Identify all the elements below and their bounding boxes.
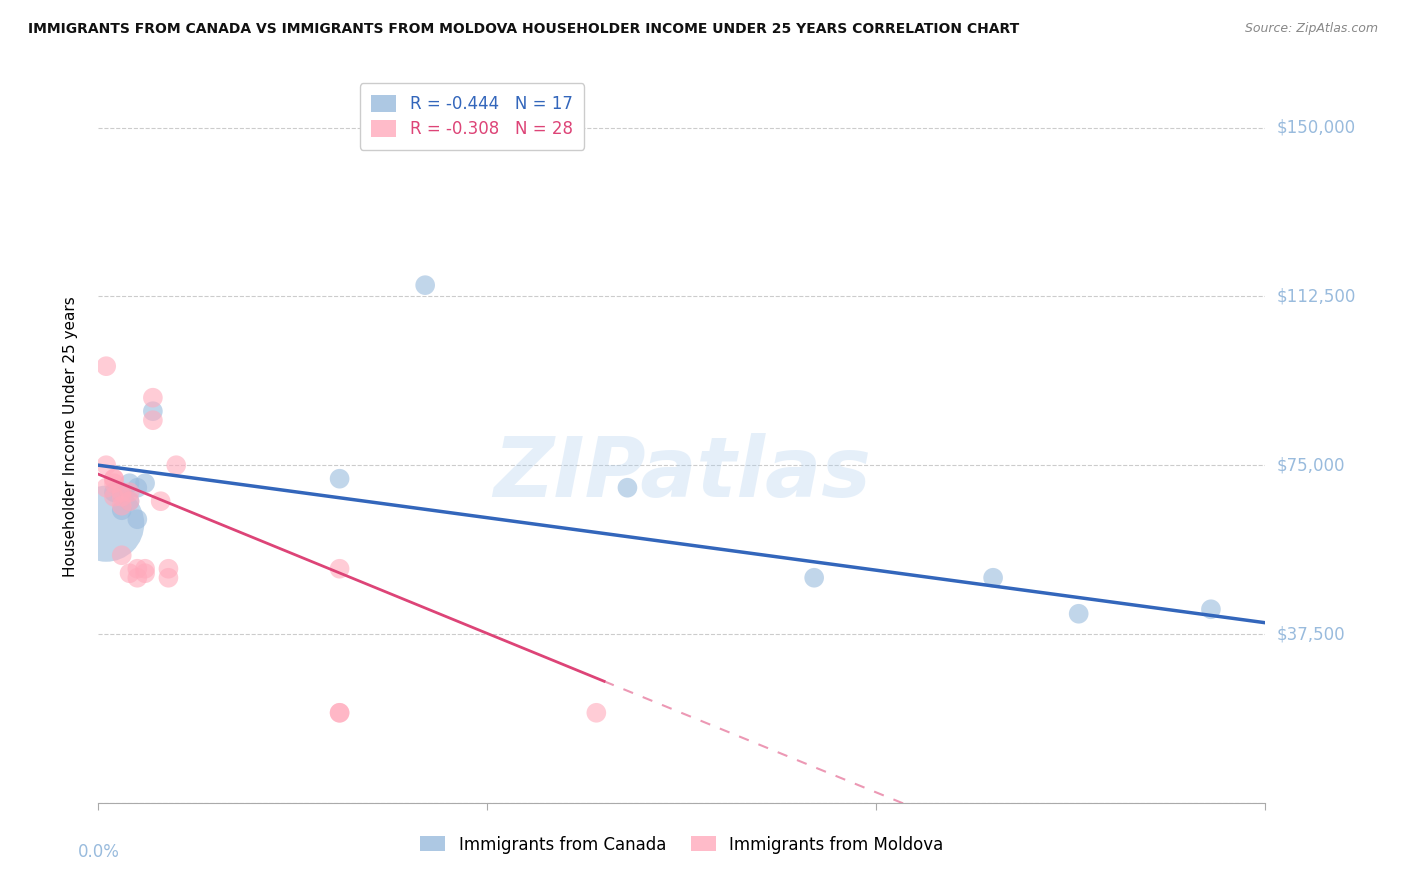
Point — [157, 562, 180, 576]
Point — [1199, 602, 1222, 616]
Point — [585, 706, 607, 720]
Legend: Immigrants from Canada, Immigrants from Moldova: Immigrants from Canada, Immigrants from … — [413, 829, 950, 860]
Point — [96, 481, 118, 495]
Text: 0.0%: 0.0% — [77, 843, 120, 861]
Point — [142, 391, 165, 405]
Point — [803, 571, 825, 585]
Point — [134, 562, 156, 576]
Point — [329, 706, 352, 720]
Text: IMMIGRANTS FROM CANADA VS IMMIGRANTS FROM MOLDOVA HOUSEHOLDER INCOME UNDER 25 YE: IMMIGRANTS FROM CANADA VS IMMIGRANTS FRO… — [28, 22, 1019, 37]
Point — [111, 485, 134, 500]
Point — [96, 516, 118, 531]
Point — [118, 566, 141, 581]
Point — [329, 472, 352, 486]
Y-axis label: Householder Income Under 25 years: Householder Income Under 25 years — [63, 297, 77, 577]
Point — [329, 706, 352, 720]
Text: $112,500: $112,500 — [1277, 287, 1355, 305]
Point — [142, 413, 165, 427]
Point — [118, 485, 141, 500]
Point — [127, 512, 149, 526]
Text: $150,000: $150,000 — [1277, 119, 1355, 136]
Point — [134, 476, 156, 491]
Point — [142, 404, 165, 418]
Point — [329, 562, 352, 576]
Point — [157, 571, 180, 585]
Point — [111, 490, 134, 504]
Point — [118, 494, 141, 508]
Point — [111, 503, 134, 517]
Point — [127, 571, 149, 585]
Text: Source: ZipAtlas.com: Source: ZipAtlas.com — [1244, 22, 1378, 36]
Point — [111, 499, 134, 513]
Point — [127, 562, 149, 576]
Point — [118, 494, 141, 508]
Text: $75,000: $75,000 — [1277, 456, 1346, 475]
Text: $37,500: $37,500 — [1277, 625, 1346, 643]
Point — [103, 485, 125, 500]
Point — [127, 481, 149, 495]
Point — [103, 472, 125, 486]
Point — [96, 359, 118, 374]
Point — [103, 476, 125, 491]
Point — [134, 566, 156, 581]
Point — [96, 458, 118, 473]
Point — [149, 494, 172, 508]
Point — [103, 472, 125, 486]
Point — [103, 490, 125, 504]
Point — [413, 278, 436, 293]
Point — [616, 481, 638, 495]
Text: ZIPatlas: ZIPatlas — [494, 434, 870, 514]
Point — [111, 485, 134, 500]
Point — [1067, 607, 1090, 621]
Point — [111, 548, 134, 562]
Point — [165, 458, 187, 473]
Point — [118, 476, 141, 491]
Point — [981, 571, 1004, 585]
